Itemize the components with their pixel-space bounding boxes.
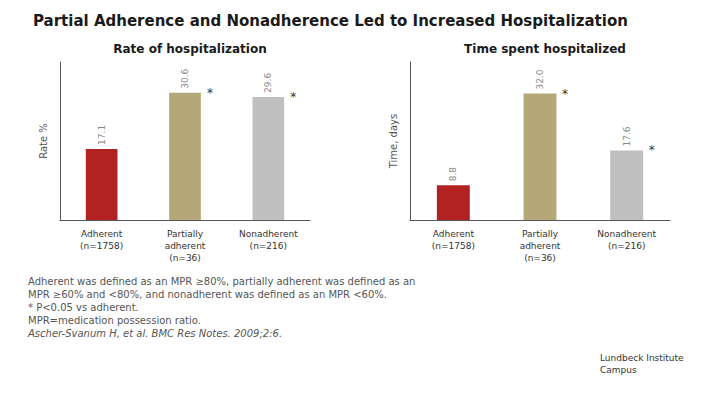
- svg-text:Partial Adherence and Nonadher: Partial Adherence and Nonadherence Led t…: [33, 12, 628, 30]
- svg-text:adherent: adherent: [165, 241, 206, 251]
- svg-text:Partially: Partially: [167, 229, 204, 239]
- svg-text:(n=1758): (n=1758): [432, 241, 475, 251]
- svg-text:Campus: Campus: [600, 365, 637, 375]
- svg-text:MPR=medication possession rati: MPR=medication possession ratio.: [28, 315, 201, 326]
- svg-text:Partially: Partially: [522, 229, 559, 239]
- svg-text:*: *: [290, 90, 296, 104]
- svg-text:*: *: [649, 143, 655, 157]
- svg-text:(n=36): (n=36): [524, 253, 556, 263]
- svg-text:(n=216): (n=216): [608, 241, 645, 251]
- svg-text:Nonadherent: Nonadherent: [239, 229, 298, 239]
- svg-text:32.0: 32.0: [535, 69, 545, 89]
- svg-text:Adherent: Adherent: [433, 229, 475, 239]
- svg-text:(n=216): (n=216): [250, 241, 287, 251]
- svg-text:17.6: 17.6: [622, 126, 632, 146]
- svg-text:Time, days: Time, days: [388, 114, 399, 169]
- svg-text:(n=36): (n=36): [169, 253, 201, 263]
- svg-text:*: *: [207, 86, 213, 100]
- svg-text:Adherent: Adherent: [81, 229, 123, 239]
- svg-text:Lundbeck Institute: Lundbeck Institute: [600, 353, 684, 363]
- svg-text:Ascher-Svanum H, et al. BMC Re: Ascher-Svanum H, et al. BMC Res Notes. 2…: [27, 328, 282, 339]
- svg-text:*: *: [562, 87, 568, 101]
- svg-text:Rate %: Rate %: [38, 123, 49, 159]
- svg-text:Nonadherent: Nonadherent: [597, 229, 656, 239]
- svg-text:Time spent hospitalized: Time spent hospitalized: [464, 42, 626, 56]
- svg-text:8.8: 8.8: [448, 167, 458, 182]
- svg-text:29.6: 29.6: [263, 73, 273, 93]
- svg-text:MPR ≥60% and <80%, and nonadhe: MPR ≥60% and <80%, and nonadherent was d…: [28, 289, 387, 300]
- svg-text:Adherent was defined as an MPR: Adherent was defined as an MPR ≥80%, par…: [28, 276, 415, 287]
- svg-text:(n=1758): (n=1758): [80, 241, 123, 251]
- svg-text:* P<0.05 vs adherent.: * P<0.05 vs adherent.: [28, 302, 139, 313]
- svg-text:Rate of hospitalization: Rate of hospitalization: [113, 42, 266, 56]
- svg-text:30.6: 30.6: [180, 68, 190, 88]
- svg-text:17.1: 17.1: [97, 125, 107, 145]
- svg-text:adherent: adherent: [520, 241, 561, 251]
